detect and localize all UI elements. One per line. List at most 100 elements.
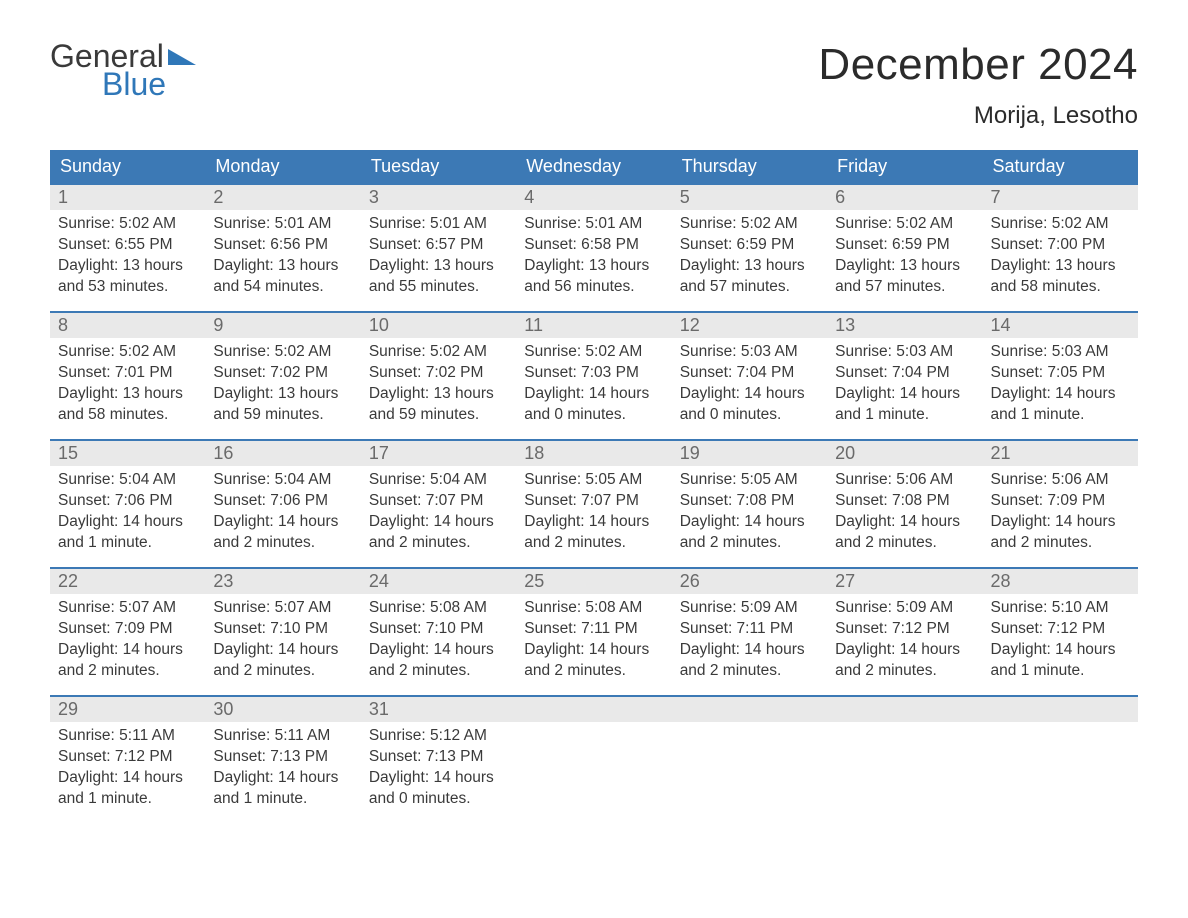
day-sunrise: Sunrise: 5:09 AM bbox=[680, 598, 819, 619]
day-body: Sunrise: 5:11 AMSunset: 7:12 PMDaylight:… bbox=[50, 722, 205, 822]
day-dl2: and 53 minutes. bbox=[58, 277, 197, 298]
day-body: Sunrise: 5:05 AMSunset: 7:08 PMDaylight:… bbox=[672, 466, 827, 566]
col-wednesday: Wednesday bbox=[516, 150, 671, 184]
day-sunset: Sunset: 7:10 PM bbox=[213, 619, 352, 640]
day-number: 5 bbox=[672, 185, 827, 210]
day-dl1: Daylight: 13 hours bbox=[835, 256, 974, 277]
day-number: 25 bbox=[516, 569, 671, 594]
day-sunset: Sunset: 7:11 PM bbox=[680, 619, 819, 640]
day-dl1: Daylight: 14 hours bbox=[524, 640, 663, 661]
day-sunrise: Sunrise: 5:02 AM bbox=[680, 214, 819, 235]
day-body bbox=[827, 722, 982, 802]
day-number: 29 bbox=[50, 697, 205, 722]
day-sunrise: Sunrise: 5:03 AM bbox=[835, 342, 974, 363]
calendar-cell: 21 Sunrise: 5:06 AMSunset: 7:09 PMDayligh… bbox=[983, 440, 1138, 568]
day-sunset: Sunset: 7:13 PM bbox=[369, 747, 508, 768]
day-dl2: and 0 minutes. bbox=[369, 789, 508, 810]
day-sunset: Sunset: 7:12 PM bbox=[835, 619, 974, 640]
day-dl1: Daylight: 14 hours bbox=[369, 512, 508, 533]
day-dl2: and 2 minutes. bbox=[835, 533, 974, 554]
calendar-week-row: 8Sunrise: 5:02 AMSunset: 7:01 PMDaylight… bbox=[50, 312, 1138, 440]
day-sunrise: Sunrise: 5:11 AM bbox=[213, 726, 352, 747]
day-dl1: Daylight: 14 hours bbox=[991, 512, 1130, 533]
day-sunrise: Sunrise: 5:05 AM bbox=[524, 470, 663, 491]
calendar-cell: 3Sunrise: 5:01 AMSunset: 6:57 PMDaylight… bbox=[361, 184, 516, 312]
day-dl2: and 1 minute. bbox=[991, 661, 1130, 682]
day-dl2: and 0 minutes. bbox=[680, 405, 819, 426]
day-sunset: Sunset: 7:09 PM bbox=[991, 491, 1130, 512]
day-sunrise: Sunrise: 5:04 AM bbox=[213, 470, 352, 491]
day-sunset: Sunset: 7:09 PM bbox=[58, 619, 197, 640]
day-sunset: Sunset: 7:06 PM bbox=[58, 491, 197, 512]
day-sunset: Sunset: 6:59 PM bbox=[680, 235, 819, 256]
day-body bbox=[516, 722, 671, 802]
calendar-cell: 24Sunrise: 5:08 AMSunset: 7:10 PMDayligh… bbox=[361, 568, 516, 696]
calendar-cell: 30Sunrise: 5:11 AMSunset: 7:13 PMDayligh… bbox=[205, 696, 360, 824]
day-dl2: and 2 minutes. bbox=[369, 661, 508, 682]
calendar-cell: 26Sunrise: 5:09 AMSunset: 7:11 PMDayligh… bbox=[672, 568, 827, 696]
day-number bbox=[516, 697, 671, 722]
day-sunset: Sunset: 7:07 PM bbox=[524, 491, 663, 512]
day-number: 9 bbox=[205, 313, 360, 338]
calendar-cell: 10Sunrise: 5:02 AMSunset: 7:02 PMDayligh… bbox=[361, 312, 516, 440]
day-sunrise: Sunrise: 5:09 AM bbox=[835, 598, 974, 619]
day-sunrise: Sunrise: 5:10 AM bbox=[991, 598, 1130, 619]
day-number bbox=[983, 697, 1138, 722]
calendar-week-row: 22Sunrise: 5:07 AMSunset: 7:09 PMDayligh… bbox=[50, 568, 1138, 696]
day-dl1: Daylight: 13 hours bbox=[369, 384, 508, 405]
day-number: 10 bbox=[361, 313, 516, 338]
day-sunset: Sunset: 7:13 PM bbox=[213, 747, 352, 768]
day-number: 12 bbox=[672, 313, 827, 338]
day-dl1: Daylight: 13 hours bbox=[213, 384, 352, 405]
day-sunrise: Sunrise: 5:12 AM bbox=[369, 726, 508, 747]
day-number: 20 bbox=[827, 441, 982, 466]
day-number: 15 bbox=[50, 441, 205, 466]
day-number: 1 bbox=[50, 185, 205, 210]
day-dl2: and 2 minutes. bbox=[58, 661, 197, 682]
col-monday: Monday bbox=[205, 150, 360, 184]
calendar-cell: 28Sunrise: 5:10 AMSunset: 7:12 PMDayligh… bbox=[983, 568, 1138, 696]
day-number: 18 bbox=[516, 441, 671, 466]
header: General Blue December 2024 Morija, Lesot… bbox=[50, 40, 1138, 130]
day-dl1: Daylight: 14 hours bbox=[58, 512, 197, 533]
day-body: Sunrise: 5:04 AMSunset: 7:06 PMDaylight:… bbox=[50, 466, 205, 566]
day-sunrise: Sunrise: 5:02 AM bbox=[991, 214, 1130, 235]
calendar-cell: 17Sunrise: 5:04 AMSunset: 7:07 PMDayligh… bbox=[361, 440, 516, 568]
calendar-cell bbox=[672, 696, 827, 824]
day-body: Sunrise: 5:02 AMSunset: 7:01 PMDaylight:… bbox=[50, 338, 205, 438]
day-number: 17 bbox=[361, 441, 516, 466]
day-number: 21 bbox=[983, 441, 1138, 466]
day-body: Sunrise: 5:02 AMSunset: 7:02 PMDaylight:… bbox=[205, 338, 360, 438]
calendar-cell: 25Sunrise: 5:08 AMSunset: 7:11 PMDayligh… bbox=[516, 568, 671, 696]
day-dl2: and 1 minute. bbox=[58, 533, 197, 554]
calendar-cell: 6Sunrise: 5:02 AMSunset: 6:59 PMDaylight… bbox=[827, 184, 982, 312]
calendar-cell: 13Sunrise: 5:03 AMSunset: 7:04 PMDayligh… bbox=[827, 312, 982, 440]
calendar-week-row: 29Sunrise: 5:11 AMSunset: 7:12 PMDayligh… bbox=[50, 696, 1138, 824]
day-sunrise: Sunrise: 5:06 AM bbox=[991, 470, 1130, 491]
day-dl2: and 57 minutes. bbox=[680, 277, 819, 298]
day-body bbox=[983, 722, 1138, 802]
day-body: Sunrise: 5:04 AMSunset: 7:07 PMDaylight:… bbox=[361, 466, 516, 566]
day-dl1: Daylight: 13 hours bbox=[58, 256, 197, 277]
day-dl2: and 1 minute. bbox=[835, 405, 974, 426]
calendar-cell: 7Sunrise: 5:02 AMSunset: 7:00 PMDaylight… bbox=[983, 184, 1138, 312]
day-body: Sunrise: 5:02 AMSunset: 6:55 PMDaylight:… bbox=[50, 210, 205, 310]
day-sunset: Sunset: 7:04 PM bbox=[835, 363, 974, 384]
day-number bbox=[827, 697, 982, 722]
day-body: Sunrise: 5:07 AMSunset: 7:09 PMDaylight:… bbox=[50, 594, 205, 694]
calendar-week-row: 1Sunrise: 5:02 AMSunset: 6:55 PMDaylight… bbox=[50, 184, 1138, 312]
day-dl2: and 2 minutes. bbox=[991, 533, 1130, 554]
day-sunset: Sunset: 6:55 PM bbox=[58, 235, 197, 256]
day-dl2: and 1 minute. bbox=[213, 789, 352, 810]
day-sunset: Sunset: 7:02 PM bbox=[369, 363, 508, 384]
day-sunset: Sunset: 7:05 PM bbox=[991, 363, 1130, 384]
day-dl1: Daylight: 14 hours bbox=[680, 640, 819, 661]
calendar-cell: 20Sunrise: 5:06 AMSunset: 7:08 PMDayligh… bbox=[827, 440, 982, 568]
day-dl1: Daylight: 13 hours bbox=[524, 256, 663, 277]
day-dl1: Daylight: 14 hours bbox=[213, 640, 352, 661]
calendar-cell: 29Sunrise: 5:11 AMSunset: 7:12 PMDayligh… bbox=[50, 696, 205, 824]
day-sunrise: Sunrise: 5:02 AM bbox=[213, 342, 352, 363]
day-number: 14 bbox=[983, 313, 1138, 338]
day-body bbox=[672, 722, 827, 802]
logo-text-blue: Blue bbox=[50, 68, 196, 100]
